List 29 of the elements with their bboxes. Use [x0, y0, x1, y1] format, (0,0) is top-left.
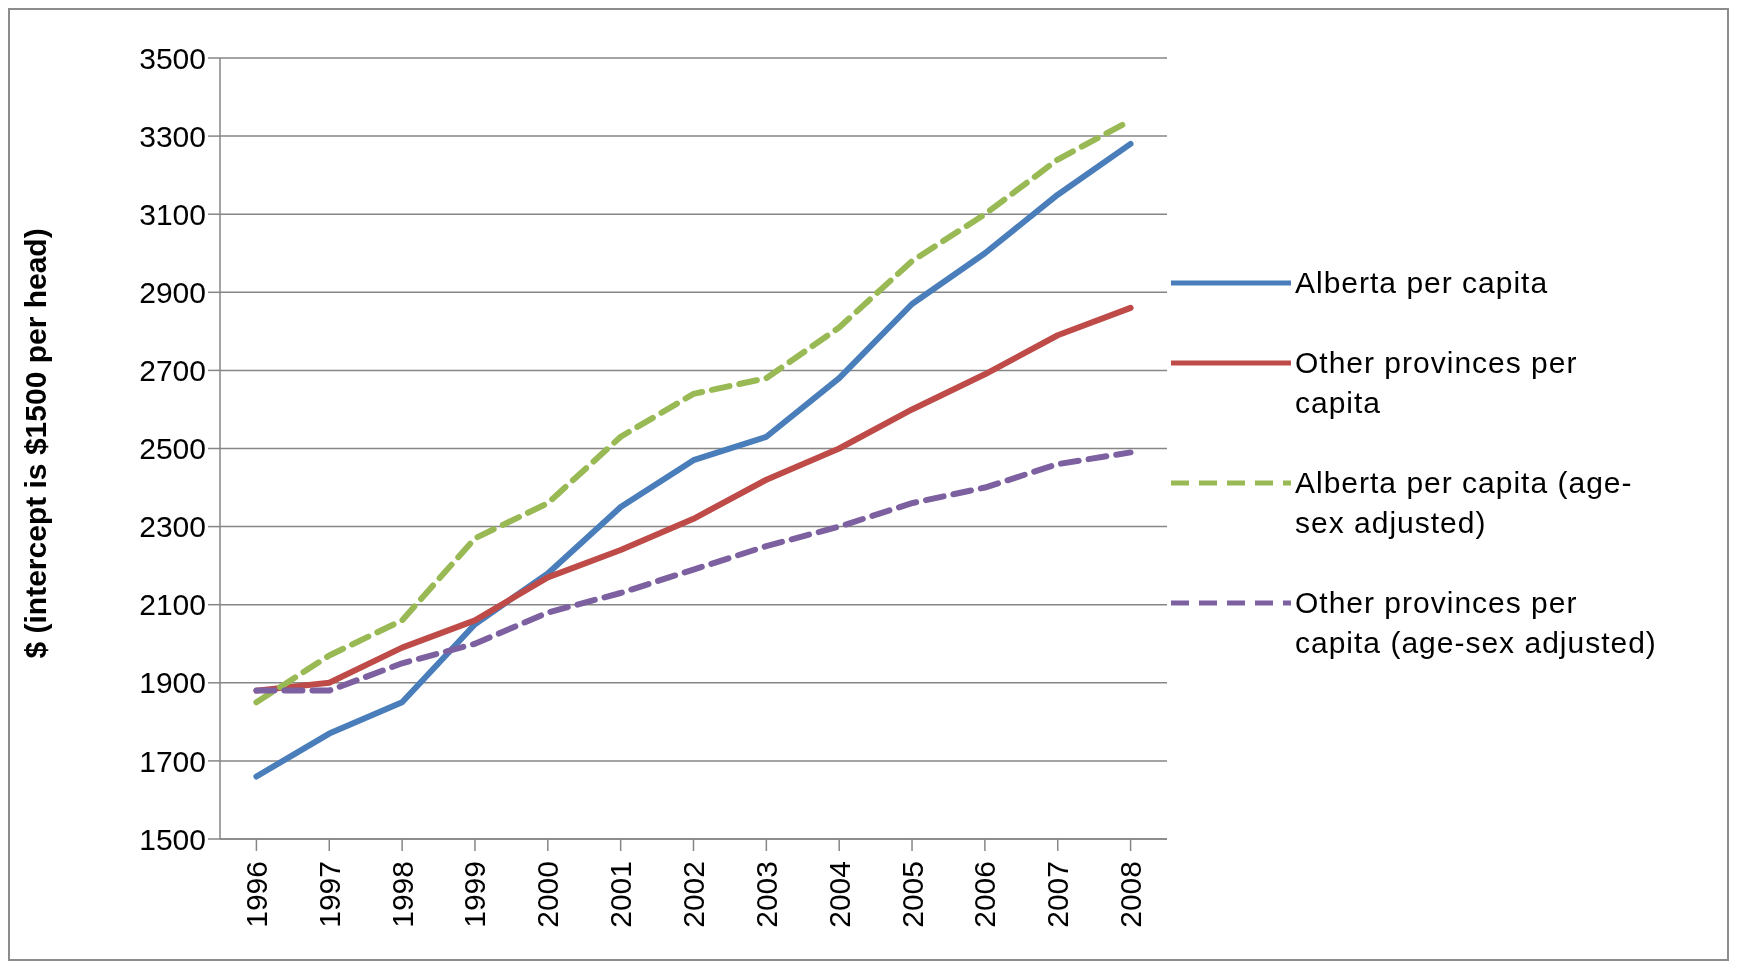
x-tick-label: 1996: [239, 861, 273, 928]
x-tick-label: 1998: [385, 861, 419, 928]
legend-label: Alberta per capita (age-sex adjusted): [1295, 464, 1634, 541]
x-tick-label: 2004: [822, 861, 856, 928]
legend-label: Other provinces per capita: [1295, 344, 1579, 421]
y-tick-label: 1900: [139, 666, 206, 700]
y-tick-label: 2100: [139, 588, 206, 622]
x-tick-label: 2007: [1041, 861, 1075, 928]
y-tick-label: 1700: [139, 744, 206, 778]
y-tick-label: 2700: [139, 354, 206, 388]
y-tick-label: 3100: [139, 197, 206, 231]
y-tick-label: 3300: [139, 119, 206, 153]
y-tick-label: 2500: [139, 432, 206, 466]
y-tick-label: 3500: [139, 41, 206, 75]
x-tick-label: 1999: [458, 861, 492, 928]
x-tick-label: 2002: [677, 861, 710, 928]
y-tick-label: 1500: [139, 822, 206, 856]
y-tick-label: 2900: [139, 275, 206, 309]
y-tick-label: 2300: [139, 510, 206, 544]
x-tick-label: 2005: [895, 861, 929, 928]
x-tick-label: 2008: [1114, 861, 1148, 928]
x-tick-label: 2003: [749, 861, 783, 928]
x-tick-label: 2000: [531, 861, 565, 928]
legend-label: Alberta per capita: [1295, 264, 1550, 301]
y-axis-title: $ (intercept is $1500 per head): [18, 228, 52, 659]
x-tick-label: 1997: [312, 861, 346, 928]
x-tick-label: 2001: [604, 861, 638, 928]
legend-label: Other provinces per capita (age-sex adjusted): [1295, 584, 1658, 661]
x-tick-label: 2006: [968, 861, 1002, 928]
